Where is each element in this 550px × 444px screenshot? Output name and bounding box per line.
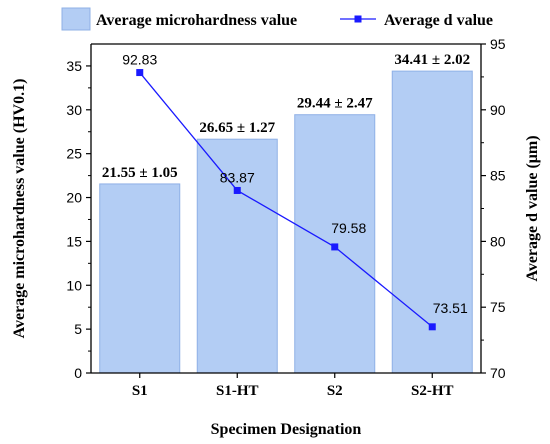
y-axis-title: Average microhardness value (HV0.1) [11,79,28,339]
d-value-label: 73.51 [433,300,468,316]
y2-axis-title: Average d value (μm) [524,135,541,281]
d-value-point [331,243,339,251]
y2-tick-label: 95 [490,36,506,52]
y-tick-label: 35 [66,58,82,74]
d-value-line [139,72,433,328]
y-tick-label: 10 [66,277,82,293]
x-tick-label: S2 [327,383,343,399]
legend-bar-label: Average microhardness value [96,12,297,29]
bar-s1 [99,183,181,374]
bar-value-label: 21.55 ± 1.05 [102,165,178,181]
y-tick-label: 30 [66,102,82,118]
d-value-label: 79.58 [331,220,366,236]
y2-tick-label: 90 [490,102,506,118]
bar-s2-ht [391,70,473,374]
x-axis-title: Specimen Designation [211,421,362,438]
y2-tick-label: 70 [490,365,506,381]
legend-bar-swatch [61,7,91,31]
x-tick-label: S2-HT [411,383,454,399]
bar-value-label: 29.44 ± 2.47 [297,96,373,112]
d-value-point [233,186,241,194]
d-value-point [428,323,436,331]
bar-s1-ht [196,138,278,374]
d-value-point [136,69,144,77]
y-tick-label: 5 [74,321,82,337]
bar-value-label: 34.41 ± 2.02 [394,52,470,68]
x-tick-label: S1 [132,383,148,399]
legend-line-label: Average d value [384,12,493,29]
y2-tick-label: 85 [490,168,506,184]
legend-line-marker [354,15,362,23]
y-tick-label: 20 [66,190,82,206]
bar-value-label: 26.65 ± 1.27 [199,120,275,136]
y-tick-label: 15 [66,233,82,249]
d-value-label: 83.87 [220,169,255,185]
d-value-label: 92.83 [122,52,157,68]
x-tick-label: S1-HT [216,383,259,399]
y-tick-label: 0 [74,365,82,381]
y-tick-label: 25 [66,146,82,162]
y2-tick-label: 80 [490,233,506,249]
y2-tick-label: 75 [490,299,506,315]
